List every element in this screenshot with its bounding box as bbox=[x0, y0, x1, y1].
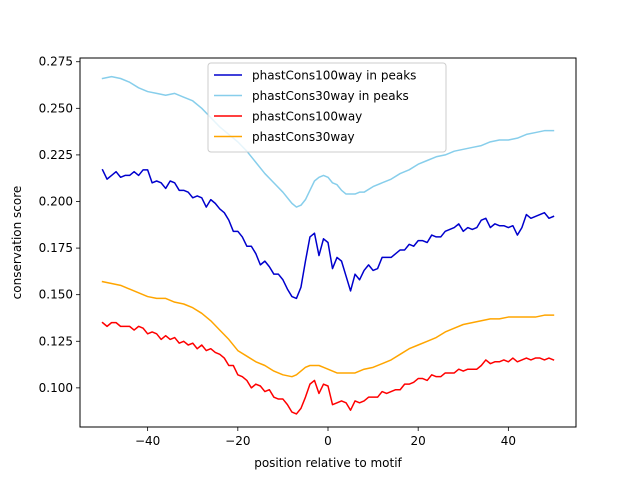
legend-label-4: phastCons30way bbox=[252, 130, 355, 144]
legend-label-3: phastCons100way bbox=[252, 110, 362, 124]
series-line-4 bbox=[101, 280, 555, 378]
legend-box bbox=[207, 62, 447, 153]
x-tick-label: 20 bbox=[411, 434, 426, 448]
series-line-1 bbox=[101, 168, 555, 300]
y-tick-label: 0.275 bbox=[39, 55, 73, 69]
legend: phastCons100way in peaks phastCons30way i… bbox=[207, 62, 447, 153]
y-axis-label: conservation score bbox=[10, 186, 24, 300]
y-tick-label: 0.200 bbox=[39, 195, 73, 209]
y-tick-label: 0.125 bbox=[39, 334, 73, 348]
series-layer bbox=[101, 75, 555, 415]
legend-label-2: phastCons30way in peaks bbox=[252, 89, 409, 103]
series-line-2 bbox=[101, 75, 555, 208]
series-line-3 bbox=[101, 321, 555, 415]
y-tick-label: 0.175 bbox=[39, 241, 73, 255]
legend-label-1: phastCons100way in peaks bbox=[252, 69, 416, 83]
x-tick-label: 40 bbox=[501, 434, 516, 448]
x-axis-label: position relative to motif bbox=[254, 456, 402, 470]
y-tick-label: 0.250 bbox=[39, 101, 73, 115]
x-tick-label: −40 bbox=[135, 434, 160, 448]
y-tick-label: 0.150 bbox=[39, 288, 73, 302]
y-tick-label: 0.225 bbox=[39, 148, 73, 162]
x-tick-label: −20 bbox=[225, 434, 250, 448]
axes-layer: −40 −20 0 20 40 0.100 0.125 0.150 0.175 0.200 0.22… bbox=[39, 55, 577, 448]
x-tick-label: 0 bbox=[324, 434, 332, 448]
y-tick-label: 0.100 bbox=[39, 381, 73, 395]
